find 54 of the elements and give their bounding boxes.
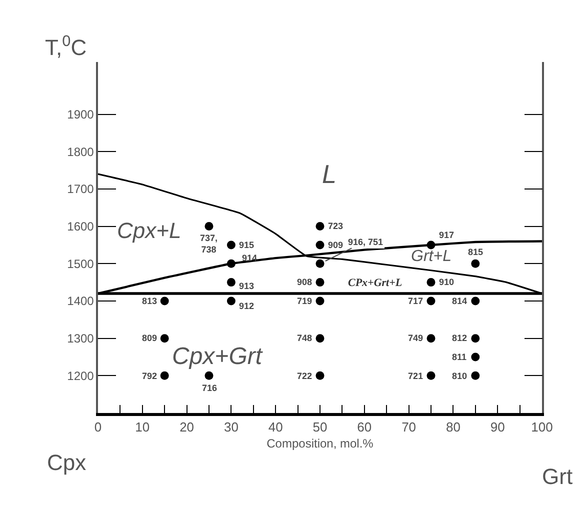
y-tick-label: 1700 [67,182,94,196]
x-tick-label: 90 [490,420,505,435]
x-tick-label: 70 [402,420,416,435]
y-axis-title: T,$^{0}$C [45,33,87,60]
annotation: 810 [452,371,468,381]
annotation: 792 [142,371,158,381]
annotation: 737, 738 [200,233,218,255]
annotation: 719 [297,296,312,306]
annotation: 811 [452,352,467,362]
x-tick-label: 20 [180,420,194,435]
y-tick-label: 1400 [67,294,94,308]
y-tick-label: 1500 [67,256,94,271]
y-tick-label: 1900 [67,107,94,122]
annotation: 721 [408,371,424,381]
annotation: 717 [408,296,424,306]
annotation: CPx+Grt+L [348,277,402,289]
annotation: 916, 751 [348,237,384,247]
x-tick-label: 0 [94,420,102,435]
annotation: 915 [239,240,254,250]
annotation: Grt+L [411,248,452,265]
x-tick-label: 60 [357,420,372,435]
y-tick-label: 1600 [67,220,94,234]
y-tick-label: 1200 [67,368,94,383]
x-tick-label: 50 [312,420,328,435]
annotation: 909 [328,240,344,250]
annotation: 809 [142,333,158,343]
annotation: 815 [468,247,484,257]
annotation: 814 [452,296,468,306]
x-tick-label: 100 [531,420,553,435]
annotation: 912 [239,301,254,311]
x-tick-label: 30 [224,420,238,435]
y-tick-label: 1300 [67,332,94,346]
annotation: 812 [452,333,468,343]
annotation: 908 [297,277,312,287]
annotation: 749 [408,333,424,343]
x-tick-label: 40 [268,420,283,435]
annotation: 914 [242,253,258,263]
annotation: Cpx+L [117,218,182,243]
annotation: 813 [142,296,158,306]
annotation: 748 [297,333,312,343]
x-axis-title: Composition, mol.% [266,436,374,450]
annotation: 723 [328,221,344,231]
x-tick-label: 10 [135,420,150,435]
text: Cpx [47,450,86,475]
annotation: Cpx+Grt [172,343,264,370]
text: Grt [542,464,573,489]
annotation: 913 [239,281,254,291]
annotation: L [322,159,336,189]
y-tick-label: 1800 [67,144,94,159]
annotation: 722 [297,371,312,381]
x-tick-label: 80 [446,420,460,435]
annotation: 917 [439,230,454,240]
annotation: 910 [439,277,454,287]
annotation: 716 [202,383,218,393]
